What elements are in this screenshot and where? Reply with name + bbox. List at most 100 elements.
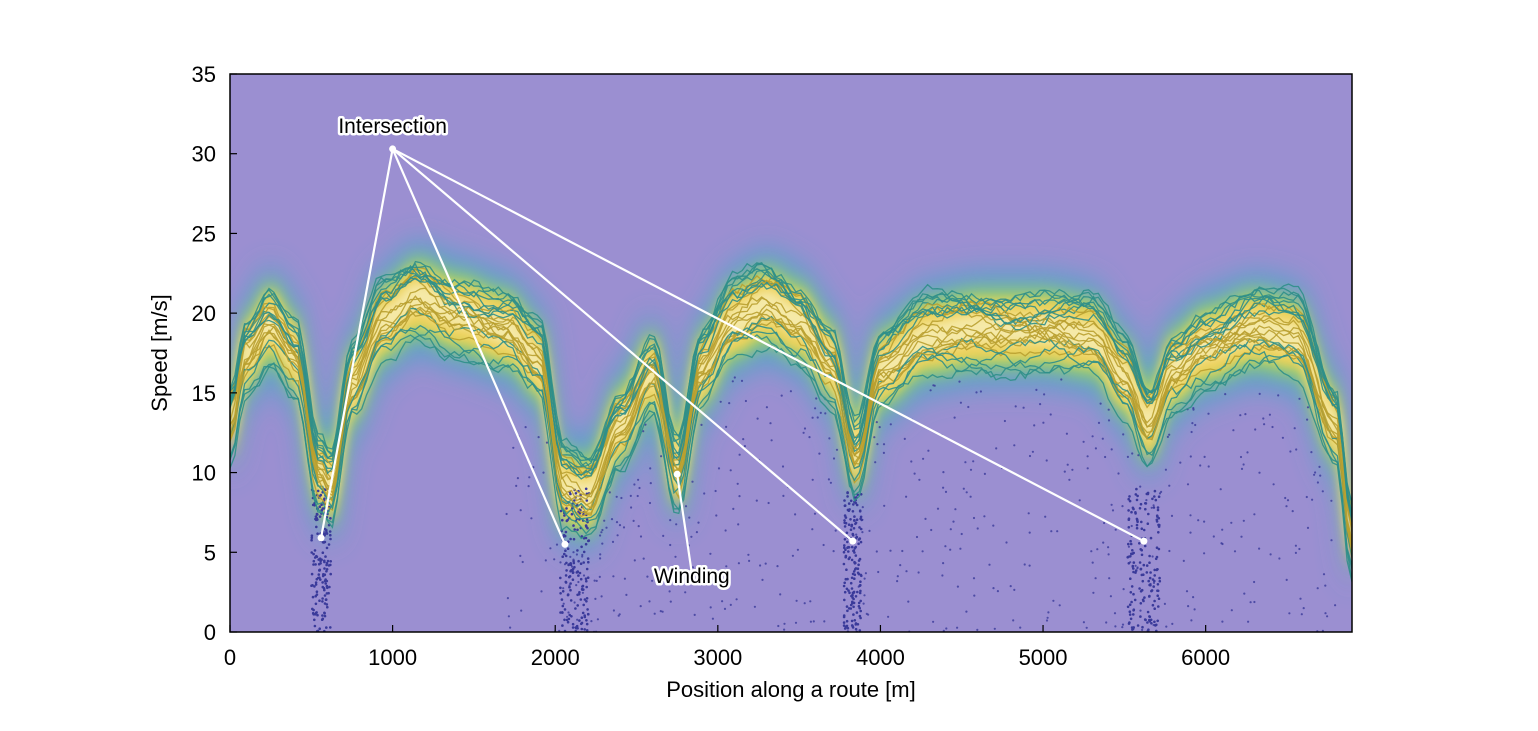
stop-point <box>854 522 857 526</box>
stop-point <box>1158 492 1162 495</box>
stop-point <box>1156 589 1159 592</box>
stop-point <box>1242 463 1245 466</box>
stop-point <box>1133 598 1137 602</box>
stop-point <box>325 592 329 595</box>
stop-point <box>1230 521 1233 524</box>
stop-point <box>576 593 579 597</box>
stop-point <box>770 439 773 442</box>
stop-point <box>599 553 602 556</box>
stop-point <box>578 591 581 594</box>
stop-point <box>1122 588 1125 591</box>
stop-point <box>845 605 849 608</box>
stop-point <box>1139 567 1143 571</box>
stop-point <box>1135 487 1138 491</box>
stop-point <box>848 591 851 595</box>
stop-point <box>782 494 785 497</box>
stop-point <box>851 626 855 629</box>
stop-point <box>312 552 315 556</box>
stop-point <box>586 608 589 611</box>
x-tick-label: 4000 <box>856 645 905 670</box>
annotation-anchor <box>389 145 397 153</box>
stop-point <box>1281 436 1284 439</box>
stop-point <box>1148 615 1151 618</box>
stop-point <box>1129 577 1132 580</box>
stop-point <box>1146 522 1150 525</box>
stop-point <box>1043 393 1046 396</box>
stop-point <box>311 503 315 507</box>
stop-point <box>827 478 831 481</box>
stop-point <box>577 559 580 563</box>
stop-point <box>581 553 584 557</box>
stop-point <box>316 613 319 617</box>
stop-point <box>310 536 314 540</box>
annotation-leader <box>676 474 693 574</box>
stop-point <box>1151 497 1154 501</box>
stop-point <box>323 588 326 592</box>
stop-point <box>315 593 319 596</box>
stop-point <box>1148 576 1152 580</box>
stop-point <box>668 590 671 593</box>
stop-point <box>889 549 892 552</box>
stop-point <box>1240 467 1244 470</box>
stop-point <box>887 615 890 618</box>
stop-point <box>1149 536 1153 540</box>
stop-point <box>610 518 614 521</box>
stop-point <box>1277 394 1280 397</box>
stop-point <box>579 562 583 565</box>
stop-point <box>973 594 976 597</box>
stop-point <box>959 547 962 550</box>
stop-point <box>314 518 318 522</box>
stop-point <box>653 612 656 615</box>
stop-point <box>636 494 639 498</box>
stop-point <box>855 503 859 507</box>
stop-point <box>1086 467 1089 470</box>
stop-point <box>740 379 744 382</box>
stop-point <box>519 554 522 558</box>
stop-point <box>945 627 948 630</box>
stop-point <box>585 597 589 600</box>
stop-point <box>1127 517 1131 520</box>
stop-point <box>1212 535 1215 538</box>
stop-point <box>1295 448 1298 451</box>
stop-point <box>996 590 1000 593</box>
stop-point <box>1203 520 1206 523</box>
stop-point <box>312 559 316 563</box>
stop-point <box>842 621 846 624</box>
stop-point <box>1156 506 1160 509</box>
stop-point <box>917 571 920 574</box>
stop-point <box>1316 481 1319 484</box>
stop-point <box>748 559 751 563</box>
stop-point <box>1154 498 1158 502</box>
y-tick-label: 30 <box>192 142 216 167</box>
stop-point <box>959 401 963 404</box>
stop-point <box>1138 561 1142 564</box>
stop-point <box>1249 601 1252 604</box>
stop-point <box>1154 624 1157 627</box>
stop-point <box>646 575 649 578</box>
stop-point <box>584 524 588 527</box>
stop-point <box>728 402 731 405</box>
stop-point <box>601 542 604 545</box>
stop-point <box>319 493 323 497</box>
stop-point <box>1022 406 1025 409</box>
stop-point <box>709 606 712 609</box>
stop-point <box>811 416 814 419</box>
stop-point <box>1305 495 1308 499</box>
stop-point <box>1136 624 1140 627</box>
stop-point <box>811 528 814 531</box>
stop-point <box>1129 617 1133 621</box>
stop-point <box>857 563 860 567</box>
stop-point <box>576 549 579 552</box>
stop-point <box>1191 422 1194 425</box>
stop-point <box>1108 577 1111 580</box>
y-tick-label: 20 <box>192 301 216 326</box>
stop-point <box>584 487 588 491</box>
stop-point <box>844 554 848 558</box>
stop-point <box>852 503 855 506</box>
stop-point <box>587 560 590 564</box>
stop-point <box>623 577 627 580</box>
stop-point <box>1058 604 1061 607</box>
stop-point <box>1150 622 1153 625</box>
stop-point <box>325 579 329 583</box>
stop-point <box>852 549 856 552</box>
